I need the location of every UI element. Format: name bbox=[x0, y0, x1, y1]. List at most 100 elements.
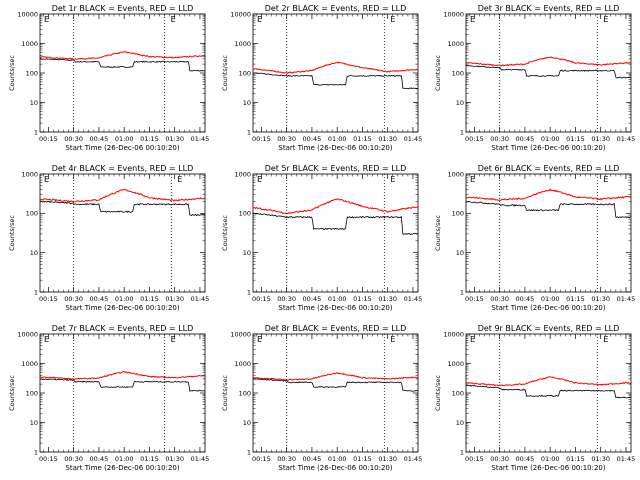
panel-title: Det 1r BLACK = Events, RED = LLD bbox=[52, 4, 194, 13]
x-tick-label: 01:15 bbox=[566, 295, 585, 303]
x-axis-label: Start Time (26-Dec-06 00:10:20) bbox=[278, 304, 392, 312]
x-tick-label: 01:00 bbox=[541, 295, 560, 303]
y-tick-label: 1000 bbox=[21, 40, 38, 48]
y-tick-label: 10 bbox=[456, 249, 464, 257]
y-tick-label: 100 bbox=[26, 69, 38, 77]
series-lld-line bbox=[39, 51, 205, 60]
y-tick-label: 1 bbox=[247, 448, 251, 456]
x-axis-label: Start Time (26-Dec-06 00:10:20) bbox=[278, 464, 392, 472]
y-tick-label: 10 bbox=[456, 419, 464, 427]
y-tick-label: 1000 bbox=[234, 170, 251, 178]
event-marker-label: E bbox=[390, 175, 395, 184]
x-tick-label: 00:45 bbox=[90, 135, 109, 143]
plot-frame bbox=[465, 333, 632, 453]
plot-frame bbox=[252, 333, 419, 453]
y-tick-label: 1 bbox=[460, 128, 464, 136]
y-tick-label: 1 bbox=[247, 128, 251, 136]
series-events-line bbox=[252, 212, 419, 236]
panel-det-2r: Det 2r BLACK = Events, RED = LLD 1 10 100 10… bbox=[221, 4, 422, 152]
x-tick-label: 01:45 bbox=[191, 455, 210, 463]
x-tick-label: 01:30 bbox=[378, 295, 397, 303]
x-tick-label: 01:15 bbox=[140, 295, 159, 303]
x-tick-label: 01:00 bbox=[115, 295, 134, 303]
series-lld-line bbox=[252, 61, 419, 75]
y-axis-label: Counts/sec bbox=[8, 215, 16, 251]
y-axis-label: Counts/sec bbox=[8, 55, 16, 91]
y-tick-label: 1000 bbox=[234, 40, 251, 48]
x-tick-label: 01:30 bbox=[591, 135, 610, 143]
y-axis-label: Counts/sec bbox=[434, 375, 442, 411]
x-axis-label: Start Time (26-Dec-06 00:10:20) bbox=[491, 464, 605, 472]
series-lld-line bbox=[465, 376, 632, 387]
panel-title: Det 9r BLACK = Events, RED = LLD bbox=[478, 324, 620, 333]
x-tick-label: 00:30 bbox=[490, 455, 509, 463]
x-tick-label: 01:15 bbox=[353, 455, 372, 463]
event-marker-label: E bbox=[603, 15, 608, 24]
x-tick-label: 01:30 bbox=[378, 455, 397, 463]
x-tick-label: 00:15 bbox=[39, 455, 58, 463]
event-marker-label: E bbox=[44, 175, 49, 184]
event-marker-label: E bbox=[470, 175, 475, 184]
x-tick-label: 01:00 bbox=[328, 295, 347, 303]
series-lld-line bbox=[39, 370, 206, 380]
x-tick-label: 01:15 bbox=[140, 135, 159, 143]
event-marker-label: E bbox=[257, 15, 262, 24]
y-tick-label: 1000 bbox=[447, 40, 464, 48]
event-marker-label: E bbox=[177, 175, 182, 184]
event-marker-label: E bbox=[171, 335, 176, 344]
y-tick-label: 1 bbox=[460, 288, 464, 296]
y-axis-label: Counts/sec bbox=[221, 375, 229, 411]
y-axis-label: Counts/sec bbox=[221, 215, 229, 251]
panel-title: Det 6r BLACK = Events, RED = LLD bbox=[478, 164, 620, 173]
x-tick-label: 00:30 bbox=[64, 455, 83, 463]
plot-frame bbox=[465, 13, 632, 133]
y-tick-label: 1000 bbox=[447, 360, 464, 368]
plot-frame bbox=[39, 333, 206, 453]
series-lld-line bbox=[39, 188, 205, 203]
x-tick-label: 01:00 bbox=[115, 135, 134, 143]
y-tick-label: 10 bbox=[243, 99, 251, 107]
x-tick-label: 01:00 bbox=[328, 135, 347, 143]
y-tick-label: 100 bbox=[452, 389, 464, 397]
x-tick-label: 01:00 bbox=[541, 135, 560, 143]
x-tick-label: 00:45 bbox=[303, 135, 322, 143]
plot-frame bbox=[252, 13, 419, 133]
panel-det-5r: Det 5r BLACK = Events, RED = LLD 1 10 100 10… bbox=[221, 164, 422, 312]
x-tick-label: 00:45 bbox=[303, 295, 322, 303]
panel-det-3r: Det 3r BLACK = Events, RED = LLD 1 10 100 10… bbox=[434, 4, 635, 152]
x-tick-label: 00:45 bbox=[90, 455, 109, 463]
y-tick-label: 1 bbox=[460, 448, 464, 456]
y-tick-label: 10 bbox=[30, 419, 38, 427]
x-tick-label: 01:45 bbox=[404, 295, 423, 303]
y-tick-label: 1 bbox=[34, 288, 38, 296]
y-tick-label: 1000 bbox=[21, 360, 38, 368]
x-tick-label: 00:30 bbox=[490, 295, 509, 303]
x-tick-label: 00:30 bbox=[277, 135, 296, 143]
x-tick-label: 01:30 bbox=[591, 455, 610, 463]
panel-title: Det 3r BLACK = Events, RED = LLD bbox=[478, 4, 620, 13]
y-tick-label: 100 bbox=[239, 389, 251, 397]
x-tick-label: 01:45 bbox=[404, 135, 423, 143]
x-tick-label: 01:30 bbox=[165, 455, 184, 463]
plot-frame bbox=[465, 173, 632, 293]
series-events-line bbox=[39, 57, 206, 72]
y-tick-label: 1000 bbox=[21, 170, 38, 178]
y-tick-label: 100 bbox=[26, 210, 38, 218]
y-tick-label: 100 bbox=[239, 69, 251, 77]
panel-title: Det 5r BLACK = Events, RED = LLD bbox=[265, 164, 407, 173]
y-tick-label: 100 bbox=[239, 210, 251, 218]
panel-det-9r: Det 9r BLACK = Events, RED = LLD 1 10 100 10… bbox=[434, 324, 635, 472]
series-lld-line bbox=[252, 372, 419, 381]
x-tick-label: 00:45 bbox=[516, 135, 535, 143]
y-tick-label: 1 bbox=[247, 288, 251, 296]
y-tick-label: 10 bbox=[30, 249, 38, 257]
y-tick-label: 100 bbox=[26, 389, 38, 397]
panel-det-7r: Det 7r BLACK = Events, RED = LLD 1 10 100 10… bbox=[8, 324, 209, 472]
panel-title: Det 7r BLACK = Events, RED = LLD bbox=[52, 324, 194, 333]
series-events-line bbox=[252, 72, 419, 90]
y-tick-label: 10000 bbox=[17, 330, 38, 338]
y-tick-label: 10 bbox=[243, 249, 251, 257]
event-marker-label: E bbox=[257, 335, 262, 344]
series-events-line bbox=[465, 64, 632, 79]
x-axis-label: Start Time (26-Dec-06 00:10:20) bbox=[278, 144, 392, 152]
